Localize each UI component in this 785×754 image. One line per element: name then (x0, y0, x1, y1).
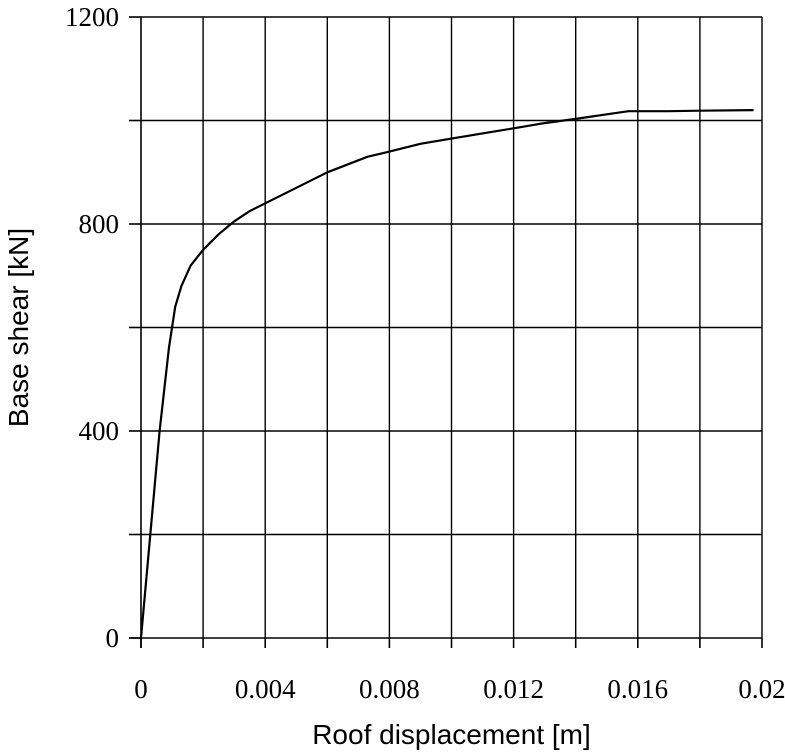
y-tick-label: 800 (79, 209, 120, 239)
x-tick-label: 0.012 (483, 674, 544, 704)
x-tick-label: 0.016 (607, 674, 668, 704)
y-tick-label: 1200 (65, 2, 119, 32)
x-tick-label: 0.004 (235, 674, 296, 704)
data-series (139, 108, 754, 640)
x-tick-label: 0.02 (738, 674, 785, 704)
y-tick-label: 400 (79, 416, 120, 446)
axis-titles: Roof displacement [m] Base shear [kN] (3, 228, 591, 750)
tick-labels: 0 0.004 0.008 0.012 0.016 0.02 0 400 800 1200 (65, 2, 785, 704)
x-tick-label: 0.008 (359, 674, 420, 704)
grid-lines (141, 16, 763, 638)
y-axis-title: Base shear [kN] (3, 228, 34, 427)
axes (129, 16, 763, 648)
series-line (139, 108, 754, 640)
y-tick-label: 0 (106, 623, 120, 653)
x-axis-title: Roof displacement [m] (312, 719, 591, 750)
x-tick-label: 0 (134, 674, 148, 704)
